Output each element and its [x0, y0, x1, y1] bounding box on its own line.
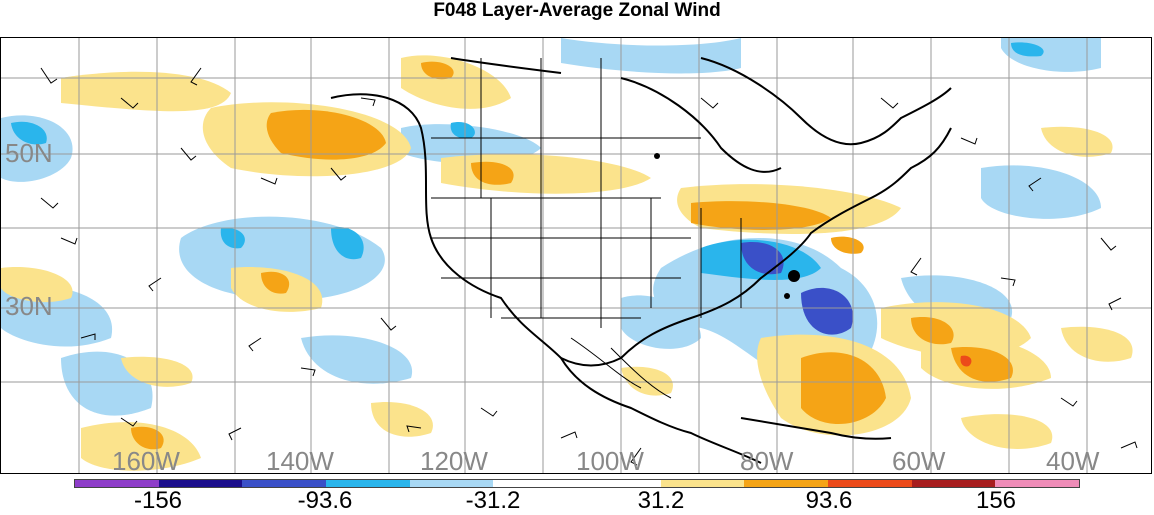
lon-label-80w: 80W — [740, 446, 794, 476]
legend-swatch — [828, 480, 912, 487]
markers — [654, 153, 800, 299]
lon-label-160w: 160W — [112, 446, 180, 476]
lat-label-30n: 30N — [5, 291, 53, 321]
lon-label-100w: 100W — [576, 446, 644, 476]
map-canvas — [1, 38, 1151, 473]
negative-strong-fill — [741, 242, 853, 335]
wind-barbs — [40, 67, 1138, 466]
legend-swatch — [409, 480, 494, 487]
lon-label-40w: 40W — [1046, 446, 1100, 476]
legend-label: 93.6 — [805, 487, 853, 514]
coastlines — [330, 57, 952, 464]
lon-label-140w: 140W — [266, 446, 334, 476]
legend-label: 156 — [975, 487, 1017, 514]
positive-mid-fill — [131, 61, 1013, 450]
color-legend-bar — [74, 479, 1080, 488]
lat-lon-grid — [1, 38, 1151, 473]
legend-label: 31.2 — [637, 487, 685, 514]
map-title: F048 Layer-Average Zonal Wind — [433, 0, 721, 21]
legend-label: -93.6 — [297, 487, 353, 514]
legend-label: -156 — [133, 487, 183, 514]
lon-label-120w: 120W — [420, 446, 488, 476]
positive-strong-fill — [960, 355, 972, 367]
legend-swatch — [660, 480, 745, 487]
legend-swatch — [995, 480, 1080, 487]
negative-wind-fill — [1, 38, 1101, 416]
legend-swatch — [75, 480, 159, 487]
legend-swatch — [242, 480, 327, 487]
legend-swatch — [577, 480, 661, 487]
legend-swatch — [744, 480, 829, 487]
wind-map: 50N 30N — [0, 37, 1152, 474]
lat-label-50n: 50N — [5, 138, 53, 168]
state-borders — [431, 58, 742, 399]
legend-swatch — [911, 480, 996, 487]
legend-label: -31.2 — [465, 487, 521, 514]
legend-swatch — [158, 480, 243, 487]
legend-swatch — [326, 480, 410, 487]
positive-wind-fill — [1, 55, 1133, 471]
lon-label-60w: 60W — [892, 446, 946, 476]
legend-swatch — [493, 480, 578, 487]
